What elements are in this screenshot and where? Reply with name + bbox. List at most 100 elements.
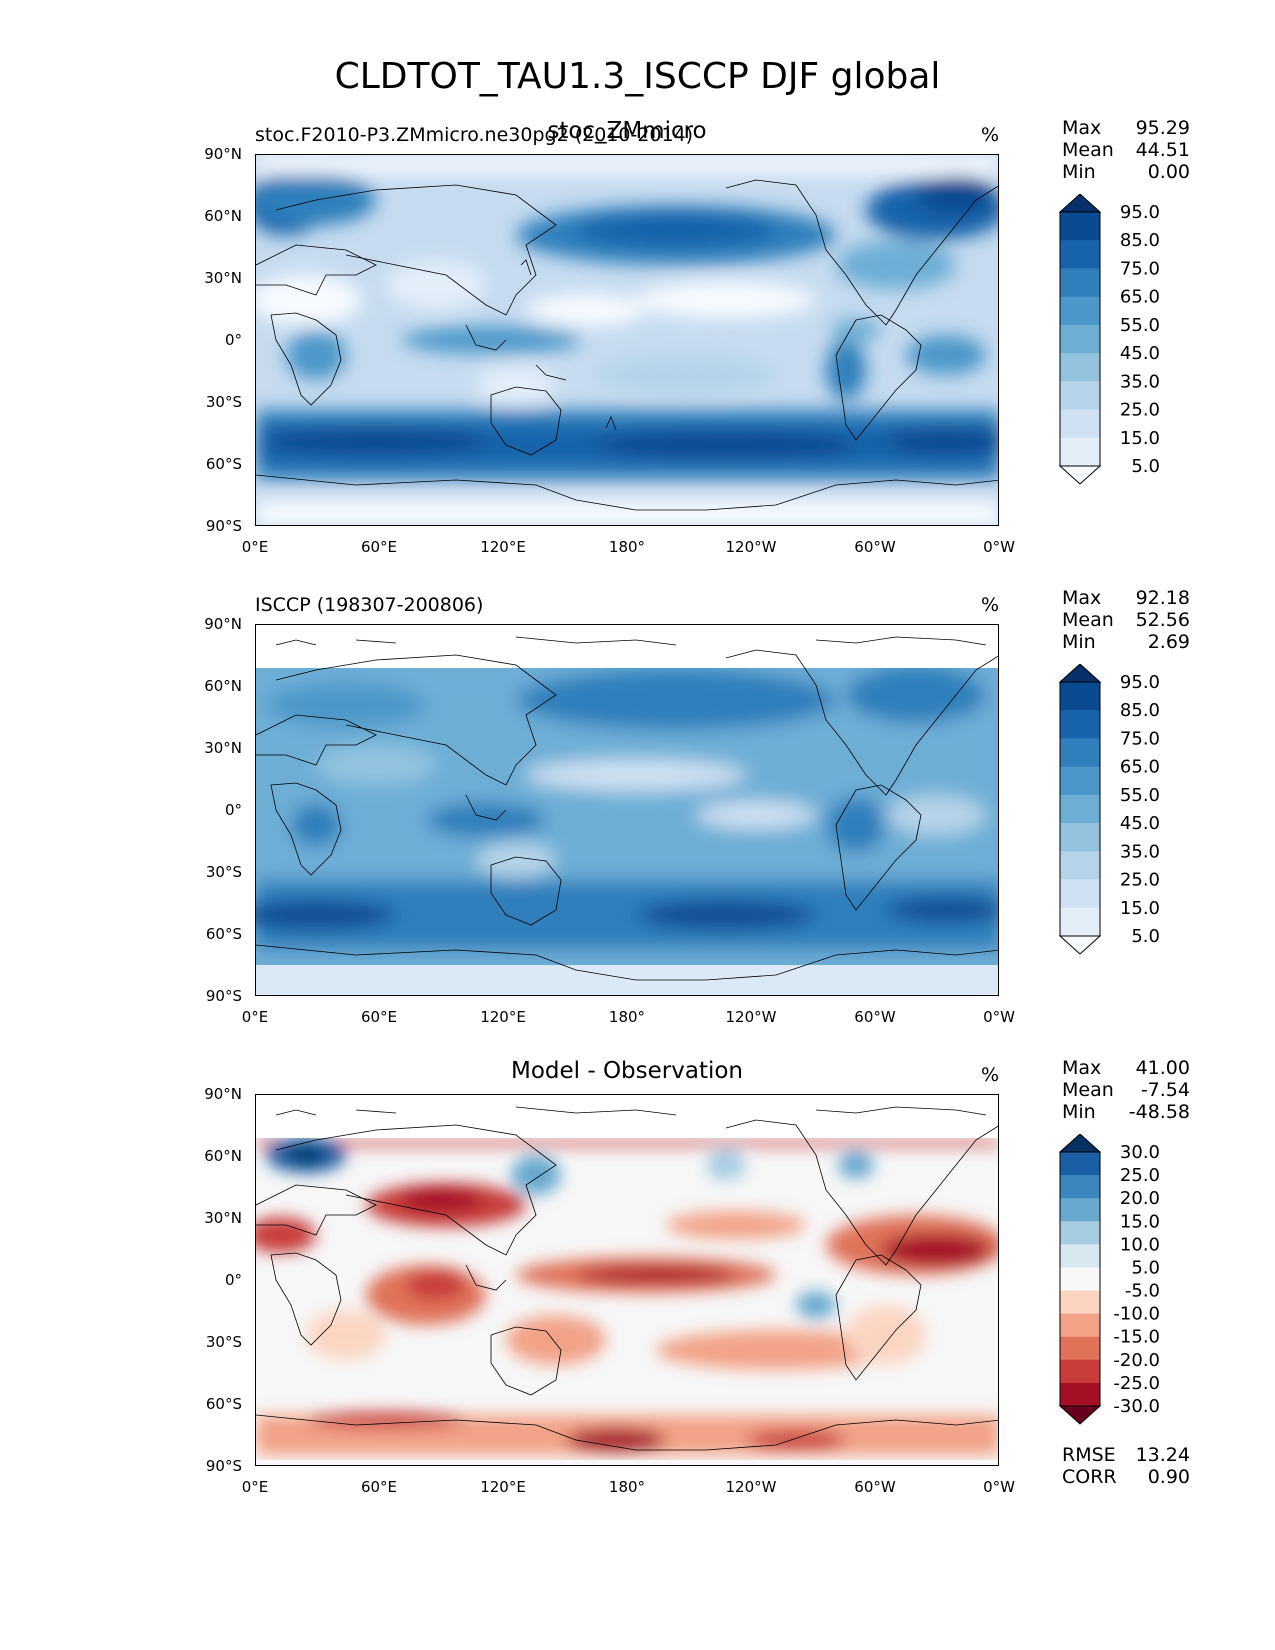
colorbar-difference: -30.0 -25.0 -20.0 -15.0 -10.0 -5.0 5.0 10.0 15.0… <box>1058 1133 1168 1438</box>
coastlines <box>256 636 998 981</box>
lat-tick: 30°S <box>205 1333 242 1351</box>
lat-tick: 0° <box>224 801 242 819</box>
colorbar-extend-min <box>1058 935 1102 955</box>
lon-tick: 180° <box>608 1478 646 1496</box>
panel-center-title: stoc_ZMmicro <box>547 118 707 144</box>
colorbar-outline <box>1059 211 1101 467</box>
colorbar-segment <box>1060 240 1100 269</box>
colorbar-tick-label: 15.0 <box>1120 428 1160 449</box>
lat-tick: 30°N <box>204 739 242 757</box>
colorbar-segment <box>1060 907 1100 937</box>
colorbar-segment <box>1060 794 1100 824</box>
lat-tick: 90°S <box>205 1457 242 1475</box>
colorbar-segment <box>1060 851 1100 881</box>
lat-tick: 60°S <box>205 455 242 473</box>
lat-tick: 90°N <box>204 1085 242 1103</box>
lon-tick: 60°E <box>360 1478 398 1496</box>
units-label: % <box>981 594 1000 616</box>
coastlines <box>256 1106 998 1451</box>
lon-tick: 60°W <box>854 1478 896 1496</box>
colorbar-segment <box>1060 1336 1100 1361</box>
colorbar-tick-label: -5.0 <box>1125 1281 1160 1302</box>
lon-tick: 0°E <box>241 1008 269 1026</box>
colorbar-tick-label: 30.0 <box>1120 1142 1160 1163</box>
colorbar-segment <box>1060 1198 1100 1222</box>
lon-tick: 120°E <box>480 1008 526 1026</box>
lon-tick: 60°W <box>854 1008 896 1026</box>
colorbar-segment <box>1060 1382 1100 1407</box>
colorbar-segment <box>1060 1290 1100 1315</box>
colorbar-segment <box>1060 738 1100 768</box>
panel-left-title: stoc.F2010-P3.ZMmicro.ne30pg2 (2010-2014… <box>255 124 694 146</box>
colorbar-tick-label: 25.0 <box>1120 1165 1160 1186</box>
colorbar-segment <box>1060 766 1100 796</box>
colorbar-tick-label: 95.0 <box>1120 202 1160 223</box>
colorbar-tick-label: 20.0 <box>1120 1188 1160 1209</box>
lat-tick: 60°S <box>205 1395 242 1413</box>
coastlines <box>256 179 998 511</box>
colorbar-segment <box>1060 823 1100 852</box>
colorbar-segment <box>1060 409 1100 439</box>
colorbar-extend-max <box>1058 1133 1102 1153</box>
colorbar-outline <box>1059 681 1101 937</box>
colorbar-segment <box>1060 437 1100 467</box>
colorbar-segment <box>1060 1359 1100 1384</box>
lon-tick: 120°W <box>725 1478 777 1496</box>
lat-tick: 60°S <box>205 925 242 943</box>
colorbar-tick-label: 85.0 <box>1120 700 1160 721</box>
lat-tick: 30°N <box>204 1209 242 1227</box>
map-model-cloud-fraction <box>255 154 999 526</box>
colorbar-tick-label: 65.0 <box>1120 757 1160 778</box>
panel-center-title: Model - Observation <box>510 1058 744 1084</box>
lat-tick: 90°S <box>205 517 242 535</box>
lon-tick: 0°E <box>241 538 269 556</box>
colorbar-segment <box>1060 324 1100 354</box>
lat-tick: 30°N <box>204 269 242 287</box>
colorbar-tick-label: 65.0 <box>1120 287 1160 308</box>
colorbar-segment <box>1060 296 1100 326</box>
colorbar-tick-label: 10.0 <box>1120 1234 1160 1255</box>
lon-tick: 60°E <box>360 538 398 556</box>
colorbar-segment <box>1060 1244 1100 1268</box>
colorbar-tick-label: 75.0 <box>1120 258 1160 279</box>
colorbar-segment <box>1060 268 1100 298</box>
units-label: % <box>981 124 1000 146</box>
colorbar-tick-label: 45.0 <box>1120 813 1160 834</box>
colorbar-tick-label: 25.0 <box>1120 870 1160 891</box>
lat-tick: 60°N <box>204 1147 242 1165</box>
lon-tick: 0°W <box>983 1478 1015 1496</box>
colorbar-extend-max <box>1058 193 1102 213</box>
lat-tick: 60°N <box>204 207 242 225</box>
colorbar-extend-min <box>1058 465 1102 485</box>
colorbar-tick-label: 85.0 <box>1120 230 1160 251</box>
lon-tick: 120°E <box>480 1478 526 1496</box>
colorbar-tick-label: -20.0 <box>1113 1350 1160 1371</box>
colorbar-tick-label: -25.0 <box>1113 1373 1160 1394</box>
colorbar-tick-label: 5.0 <box>1131 926 1160 947</box>
lon-tick: 180° <box>608 1008 646 1026</box>
colorbar-segment <box>1060 1267 1100 1292</box>
lat-tick: 0° <box>224 331 242 349</box>
lon-tick: 60°W <box>854 538 896 556</box>
lat-tick: 60°N <box>204 677 242 695</box>
colorbar-segment <box>1060 710 1100 739</box>
colorbar-tick-label: 55.0 <box>1120 785 1160 806</box>
colorbar-segment <box>1060 1221 1100 1245</box>
colorbar-tick-label: 35.0 <box>1120 841 1160 862</box>
colorbar-tick-label: 75.0 <box>1120 728 1160 749</box>
colorbar-segment <box>1060 682 1100 711</box>
colorbar-tick-label: 95.0 <box>1120 672 1160 693</box>
colorbar-segment <box>1060 381 1100 411</box>
colorbar-tick-label: -15.0 <box>1113 1327 1160 1348</box>
lat-tick: 90°N <box>204 615 242 633</box>
lon-tick: 120°E <box>480 538 526 556</box>
lat-tick: 90°S <box>205 987 242 1005</box>
lat-tick: 0° <box>224 1271 242 1289</box>
figure-title: CLDTOT_TAU1.3_ISCCP DJF global <box>334 56 941 97</box>
colorbar-tick-label: 5.0 <box>1131 1257 1160 1278</box>
colorbar-segment <box>1060 879 1100 909</box>
colorbar-model: 5.0 15.0 25.0 35.0 45.0 55.0 65.0 75.0 85.0 95.0 <box>1058 193 1168 498</box>
colorbar-segment <box>1060 212 1100 241</box>
colorbar-tick-label: 45.0 <box>1120 343 1160 364</box>
lat-tick: 90°N <box>204 145 242 163</box>
